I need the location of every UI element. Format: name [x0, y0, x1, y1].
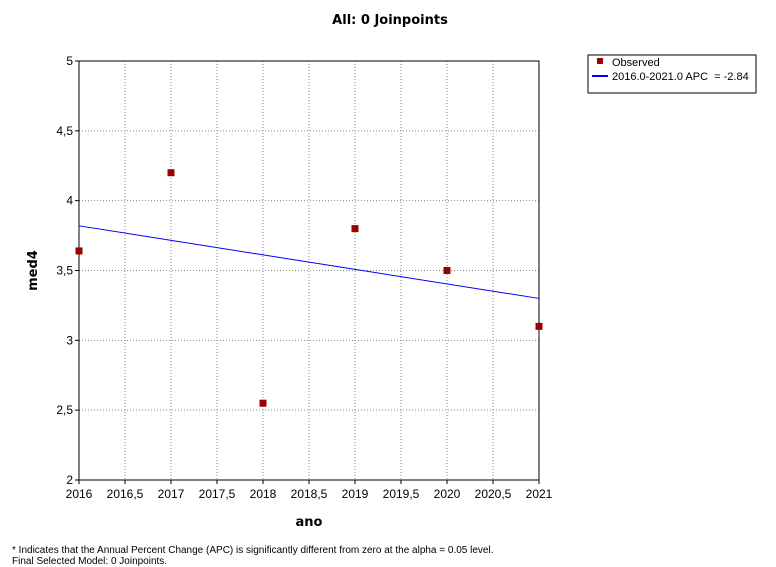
y-axis-title: med4	[26, 250, 41, 291]
y-tick-label: 5	[66, 54, 73, 68]
y-tick-label: 3,5	[56, 264, 73, 278]
apc-regression-line	[78, 225, 540, 299]
x-tick-label: 2020	[434, 487, 461, 501]
x-tick-label: 2018	[250, 487, 277, 501]
legend: Observed 2016.0-2021.0 APC = -2.84	[587, 54, 757, 94]
y-tick-label: 3	[66, 333, 73, 347]
observed-point	[443, 267, 451, 274]
footnote-model: Final Selected Model: 0 Joinpoints.	[12, 556, 168, 567]
x-tick-label: 2021	[526, 487, 553, 501]
y-tick-label: 4	[66, 194, 73, 208]
grid	[79, 61, 539, 480]
y-tick-label: 2,5	[56, 403, 73, 417]
series-layer	[75, 169, 543, 407]
x-tick-label: 2017	[158, 487, 185, 501]
x-tick-label: 2019,5	[383, 487, 420, 501]
axis-ticks: 2016 2016,5 2017 2017,5 2018 2018,5 2019 2019,5…	[56, 54, 552, 501]
legend-label-observed: Observed	[612, 57, 660, 69]
y-tick-label: 2	[66, 473, 73, 487]
chart-title: All: 0 Joinpoints	[332, 13, 448, 28]
x-tick-label: 2018,5	[291, 487, 328, 501]
x-tick-label: 2016,5	[107, 487, 144, 501]
x-tick-label: 2019	[342, 487, 369, 501]
observed-point	[167, 169, 175, 177]
footnote-apc: * Indicates that the Annual Percent Chan…	[12, 545, 494, 556]
x-axis-title: ano	[296, 515, 323, 530]
observed-point	[351, 225, 359, 233]
observed-point	[75, 247, 83, 255]
observed-point	[535, 322, 543, 330]
observed-point	[259, 399, 267, 407]
legend-label-apc: 2016.0-2021.0 APC = -2.84	[612, 71, 749, 83]
legend-box	[587, 54, 757, 94]
x-tick-label: 2020,5	[475, 487, 512, 501]
x-tick-label: 2016	[66, 487, 93, 501]
x-tick-label: 2017,5	[199, 487, 236, 501]
y-tick-label: 4,5	[56, 124, 73, 138]
legend-marker-observed	[597, 58, 603, 64]
